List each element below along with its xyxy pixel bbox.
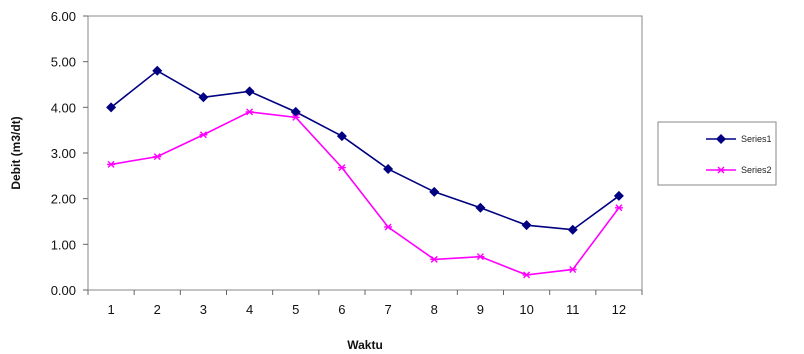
series-2-point	[291, 113, 300, 121]
x-tick-label: 1	[107, 302, 114, 317]
y-tick-label: 3.00	[51, 146, 76, 161]
x-tick-label: 8	[431, 302, 438, 317]
x-tick-label: 12	[612, 302, 626, 317]
legend-label: Series1	[741, 134, 772, 144]
legend-marker	[717, 166, 725, 174]
series-2-point	[476, 253, 485, 261]
series-2-line	[110, 111, 620, 276]
x-tick-label: 6	[338, 302, 345, 317]
series-1-point	[383, 163, 394, 174]
x-tick-label: 10	[519, 302, 533, 317]
series-2-point	[522, 271, 531, 279]
series-1-point	[521, 220, 532, 231]
series-2-point	[614, 204, 623, 212]
series-2-point	[568, 265, 577, 273]
series-2-point	[430, 255, 439, 263]
series-2	[107, 108, 623, 279]
x-tick-label: 5	[292, 302, 299, 317]
x-axis-title: Waktu	[347, 338, 383, 352]
x-tick-label: 7	[384, 302, 391, 317]
y-tick-label: 1.00	[51, 237, 76, 252]
legend-marker	[716, 134, 726, 144]
series-2-point	[337, 164, 346, 172]
series-1-point	[244, 86, 255, 97]
series-1-point	[152, 65, 163, 76]
y-tick-label: 2.00	[51, 192, 76, 207]
legend-label: Series2	[741, 165, 772, 175]
x-tick-label: 2	[154, 302, 161, 317]
series-2-point	[199, 131, 208, 139]
series-2-point	[107, 160, 116, 168]
y-tick-label: 6.00	[51, 9, 76, 24]
series-1-point	[613, 190, 624, 201]
series-1-point	[429, 186, 440, 197]
series-1-point	[198, 92, 209, 103]
y-axis: 0.00 1.00 2.00 3.00 4.00 5.00 6.00	[51, 9, 88, 298]
y-tick-label: 5.00	[51, 55, 76, 70]
legend: Series1 Series2	[657, 121, 777, 186]
series-2-point	[245, 108, 254, 116]
y-tick-label: 4.00	[51, 100, 76, 115]
series-1-point	[106, 102, 117, 113]
series-layer	[106, 65, 624, 279]
x-tick-label: 11	[566, 302, 580, 317]
series-1-point	[567, 224, 578, 235]
series-1-point	[336, 131, 347, 142]
x-tick-label: 4	[246, 302, 253, 317]
series-2-point	[384, 223, 393, 231]
y-tick-label: 0.00	[51, 283, 76, 298]
series-2-point	[153, 153, 162, 161]
x-tick-label: 3	[200, 302, 207, 317]
legend-box	[657, 121, 777, 186]
series-1-point	[475, 202, 486, 213]
x-tick-label: 9	[477, 302, 484, 317]
x-axis: 1 2 3 4 5 6 7 8 9 10 11 12	[87, 290, 643, 317]
series-1	[106, 65, 624, 235]
series-1-line	[110, 69, 620, 231]
y-axis-title: Debit (m3/dt)	[9, 116, 23, 189]
